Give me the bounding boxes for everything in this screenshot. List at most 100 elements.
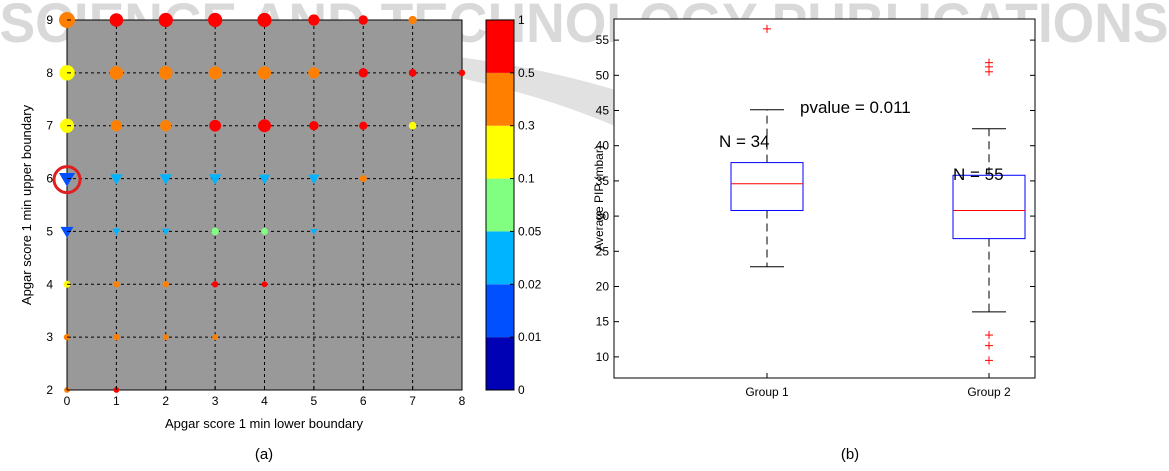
panel-a-chart: 0 1 2 3 4 5 6 7 8 2 3 4 5 6 7 8 9 Apgar score 1 min lowe… bbox=[19, 12, 542, 431]
tick-label-y: 5 bbox=[46, 224, 53, 238]
data-point bbox=[261, 227, 268, 235]
data-point-triangle bbox=[208, 174, 222, 185]
data-point-triangle bbox=[112, 228, 121, 236]
data-point bbox=[408, 121, 417, 130]
panel-a-ticks: 0 1 2 3 4 5 6 7 8 2 3 4 5 6 7 8 9 bbox=[46, 13, 465, 408]
data-point bbox=[212, 334, 219, 341]
data-point bbox=[359, 175, 367, 183]
tick-label-y: 7 bbox=[46, 119, 53, 133]
tick-label-y: 40 bbox=[596, 139, 610, 153]
data-point-triangle bbox=[159, 174, 172, 185]
colorbar-label: 0.02 bbox=[518, 277, 542, 291]
tick-label-x: 5 bbox=[311, 394, 318, 408]
colorbar-segment bbox=[486, 125, 514, 179]
data-point bbox=[358, 15, 368, 25]
data-point-triangle bbox=[258, 174, 271, 185]
colorbar-segment bbox=[486, 20, 514, 73]
outlier-marker bbox=[985, 356, 993, 365]
box-1: N = 34 bbox=[719, 24, 804, 268]
data-point bbox=[158, 12, 173, 28]
panel-a-xlabel: Apgar score 1 min lower boundary bbox=[165, 416, 363, 431]
panel-b-caption: (b) bbox=[841, 446, 859, 463]
highlight-ring bbox=[52, 165, 82, 195]
colorbar-label: 0 bbox=[518, 383, 525, 397]
data-point bbox=[257, 12, 272, 28]
tick-label-y: 25 bbox=[596, 244, 610, 258]
data-point bbox=[358, 68, 368, 78]
tick-label-y: 6 bbox=[46, 172, 53, 186]
colorbar-segment bbox=[486, 72, 514, 126]
panel-a-caption: (a) bbox=[255, 446, 273, 463]
colorbar-segment bbox=[486, 178, 514, 232]
colorbar-segment bbox=[486, 284, 514, 338]
tick-label-y: 9 bbox=[46, 13, 53, 27]
panel-b-ylabel: Average PIP (mbar) bbox=[592, 145, 606, 251]
data-point-triangle bbox=[59, 172, 75, 187]
data-point bbox=[359, 121, 368, 130]
data-point bbox=[408, 15, 417, 25]
data-point bbox=[308, 14, 320, 26]
n-label: N = 55 bbox=[953, 165, 1004, 184]
data-point bbox=[408, 69, 417, 77]
tick-label-x: 0 bbox=[64, 394, 71, 408]
tick-label-y: 50 bbox=[596, 68, 610, 82]
tick-label-x: 7 bbox=[409, 394, 416, 408]
panel-b-chart: 10 15 20 25 30 35 40 45 50 55 Group 1 Group 2 N = 3… bbox=[592, 18, 1036, 399]
colorbar-frame bbox=[485, 19, 515, 391]
data-point bbox=[109, 66, 124, 80]
tick-label-y: 2 bbox=[46, 383, 53, 397]
data-point bbox=[158, 66, 173, 80]
data-point-triangle bbox=[60, 226, 74, 238]
tick-label-y: 15 bbox=[596, 315, 610, 329]
tick-label-x: 3 bbox=[212, 394, 219, 408]
data-point bbox=[208, 12, 223, 28]
data-point bbox=[113, 281, 120, 288]
box-iqr bbox=[952, 174, 1026, 240]
data-point bbox=[309, 121, 319, 131]
tick-label-x: 2 bbox=[162, 394, 169, 408]
data-point-triangle bbox=[310, 228, 318, 235]
data-point bbox=[458, 69, 466, 77]
data-point bbox=[160, 120, 172, 132]
tick-label-x: Group 2 bbox=[967, 385, 1011, 399]
box-2: N = 55 bbox=[952, 58, 1026, 365]
data-point bbox=[110, 120, 122, 132]
panel-a-ylabel: Apgar score 1 min upper boundary bbox=[19, 104, 34, 305]
data-point bbox=[162, 334, 169, 341]
tick-label-y: 4 bbox=[46, 277, 53, 291]
colorbar-label: 1 bbox=[518, 13, 525, 27]
tick-label-y: 3 bbox=[46, 330, 53, 344]
colorbar-label: 0.1 bbox=[518, 172, 535, 186]
outlier-marker bbox=[985, 341, 993, 350]
colorbar-label: 0.5 bbox=[518, 66, 535, 80]
tick-label-y: 10 bbox=[596, 350, 610, 364]
outlier-marker bbox=[985, 331, 993, 340]
tick-label-y: 35 bbox=[596, 174, 610, 188]
outlier-marker bbox=[763, 24, 771, 33]
tick-label-y: 45 bbox=[596, 104, 610, 118]
data-point-triangle bbox=[308, 174, 320, 185]
n-label: N = 34 bbox=[719, 132, 770, 151]
tick-label-x: 6 bbox=[360, 394, 367, 408]
panel-a-points bbox=[52, 12, 466, 393]
data-point bbox=[113, 333, 120, 341]
colorbar-segment bbox=[486, 337, 514, 390]
outlier-marker bbox=[985, 67, 993, 76]
data-point bbox=[261, 281, 268, 288]
panel-b-boxes: N = 34 N = 55 bbox=[719, 24, 1026, 365]
tick-label-x: 1 bbox=[113, 394, 120, 408]
tick-label-x: Group 1 bbox=[745, 385, 789, 399]
data-point bbox=[211, 227, 219, 236]
tick-label-y: 30 bbox=[596, 209, 610, 223]
tick-label-y: 20 bbox=[596, 279, 610, 293]
panel-b-ticks: 10 15 20 25 30 35 40 45 50 55 Group 1 Group 2 bbox=[596, 33, 1035, 399]
data-point-triangle bbox=[110, 174, 123, 185]
panel-a-colorbar: 0 0.01 0.02 0.05 0.1 0.3 0.5 1 bbox=[485, 13, 542, 397]
data-point bbox=[209, 119, 222, 132]
data-point-triangle bbox=[161, 228, 170, 236]
data-point bbox=[258, 66, 271, 80]
data-point bbox=[208, 66, 222, 80]
data-point bbox=[109, 13, 124, 27]
pvalue-annotation: pvalue = 0.011 bbox=[800, 98, 911, 117]
